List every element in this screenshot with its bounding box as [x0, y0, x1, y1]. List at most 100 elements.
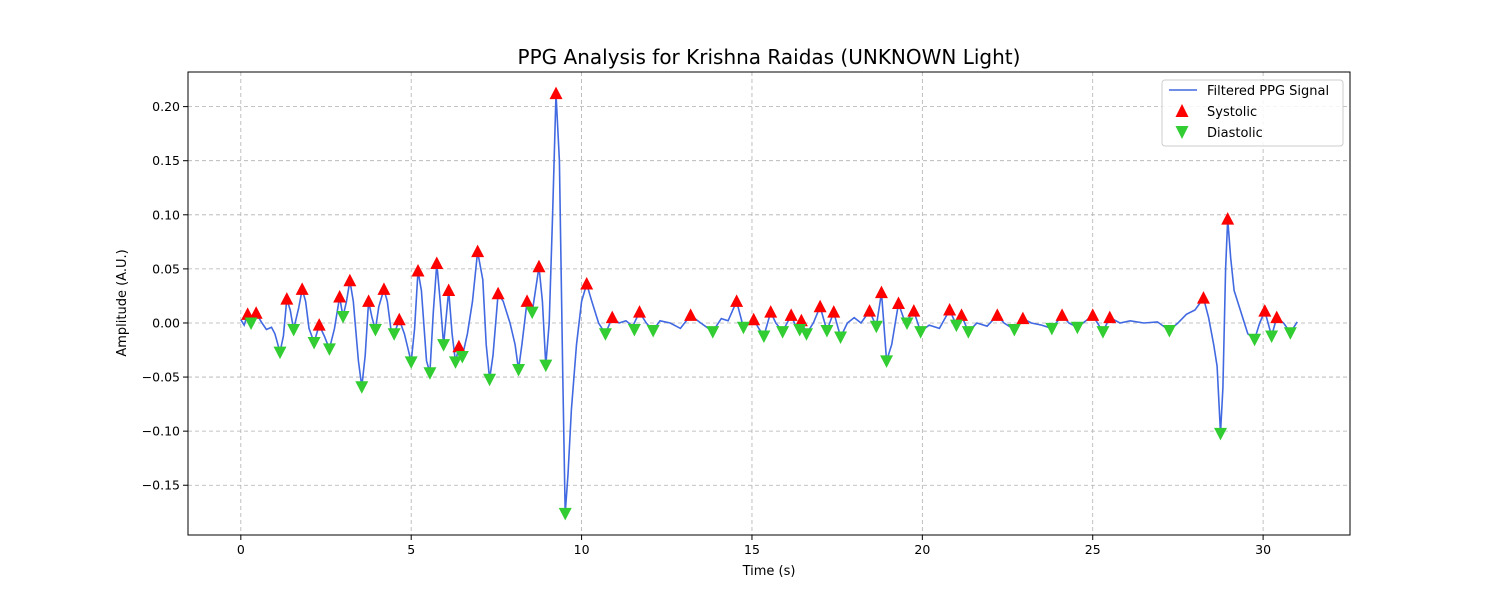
systolic-marker: [813, 299, 827, 313]
systolic-marker: [1055, 308, 1069, 321]
y-tick-label: 0.20: [152, 99, 180, 114]
y-axis-ticks: −0.15 −0.10 −0.05 0.00 0.05 0.10 0.15 0.20: [142, 99, 188, 493]
diastolic-marker: [1283, 327, 1297, 340]
systolic-marker: [827, 305, 841, 318]
diastolic-marker: [512, 363, 526, 377]
diastolic-marker: [558, 507, 572, 521]
systolic-marker: [955, 308, 969, 321]
diastolic-marker: [1007, 323, 1021, 337]
diastolic-marker: [1265, 330, 1279, 343]
systolic-marker: [580, 277, 594, 290]
diastolic-marker: [336, 310, 350, 324]
systolic-marker: [430, 256, 444, 269]
systolic-marker: [1103, 310, 1117, 324]
diastolic-marker: [869, 320, 883, 334]
legend-diastolic-swatch: [1175, 126, 1189, 139]
legend-systolic-swatch: [1175, 104, 1189, 117]
grid-lines: [188, 72, 1350, 535]
diastolic-marker: [1045, 322, 1059, 336]
systolic-marker: [943, 302, 957, 316]
diastolic-marker: [900, 317, 914, 330]
systolic-marker: [312, 318, 326, 331]
systolic-marker: [684, 308, 698, 321]
diastolic-marker: [1162, 325, 1176, 338]
systolic-marker: [491, 286, 505, 300]
systolic-marker: [747, 312, 761, 326]
systolic-marker: [891, 296, 905, 309]
diastolic-marker: [448, 356, 462, 369]
diastolic-marker: [307, 336, 321, 350]
diastolic-marker: [1214, 427, 1228, 441]
diastolic-marker: [437, 339, 451, 352]
y-axis-label: Amplitude (A.U.): [115, 249, 130, 356]
diastolic-marker: [273, 346, 287, 360]
diastolic-marker: [646, 325, 660, 338]
systolic-marker: [1270, 310, 1284, 324]
systolic-marker: [874, 285, 888, 299]
chart-title: PPG Analysis for Krishna Raidas (UNKNOWN…: [518, 45, 1021, 69]
x-tick-label: 10: [574, 542, 590, 557]
x-tick-label: 25: [1085, 542, 1101, 557]
systolic-marker: [392, 312, 406, 326]
diastolic-marker: [525, 306, 539, 320]
systolic-marker: [863, 304, 877, 317]
y-tick-label: 0.00: [152, 315, 180, 330]
diastolic-marker: [949, 319, 963, 333]
systolic-marker: [411, 264, 425, 277]
legend-box: [1161, 79, 1344, 147]
legend-diastolic-label: Diastolic: [1207, 126, 1263, 141]
systolic-markers: [241, 86, 1284, 353]
diastolic-marker: [404, 356, 418, 369]
diastolic-marker: [455, 351, 469, 364]
diastolic-marker: [287, 323, 301, 337]
diastolic-marker: [914, 326, 928, 339]
x-tick-label: 15: [744, 542, 760, 557]
y-tick-label: 0.10: [152, 207, 180, 222]
diastolic-marker: [1248, 333, 1262, 347]
x-tick-label: 0: [237, 542, 245, 557]
y-tick-label: 0.15: [152, 153, 180, 168]
diastolic-marker: [598, 328, 612, 341]
y-tick-label: −0.05: [142, 370, 180, 385]
x-axis-ticks: 0 5 10 15 20 25 30: [237, 535, 1271, 557]
systolic-marker: [1086, 308, 1100, 321]
diastolic-markers: [244, 306, 1297, 521]
x-axis-label: Time (s): [742, 564, 796, 579]
diastolic-marker: [1070, 321, 1084, 335]
diastolic-marker: [368, 323, 382, 337]
systolic-marker: [990, 308, 1004, 321]
systolic-marker: [532, 259, 546, 273]
systolic-marker: [249, 306, 263, 319]
diastolic-marker: [244, 317, 258, 330]
diastolic-marker: [322, 343, 336, 356]
systolic-marker: [1258, 304, 1272, 317]
systolic-marker: [280, 292, 294, 305]
systolic-marker: [1221, 212, 1235, 225]
diastolic-marker: [736, 321, 750, 335]
diastolic-marker: [1096, 326, 1110, 339]
x-tick-label: 5: [407, 542, 415, 557]
systolic-marker: [784, 308, 798, 321]
y-tick-label: −0.15: [142, 478, 180, 493]
x-tick-label: 30: [1255, 542, 1271, 557]
diastolic-marker: [387, 328, 401, 341]
systolic-marker: [452, 339, 466, 353]
y-tick-label: −0.10: [142, 424, 180, 439]
plot-frame: [187, 71, 1351, 536]
diastolic-marker: [423, 367, 437, 380]
x-tick-label: 20: [914, 542, 930, 557]
diastolic-marker: [880, 355, 894, 368]
diastolic-marker: [793, 323, 807, 337]
diastolic-marker: [539, 359, 553, 373]
diastolic-marker: [834, 331, 848, 345]
systolic-marker: [343, 273, 357, 287]
systolic-marker: [633, 305, 647, 318]
systolic-marker: [520, 294, 534, 307]
systolic-marker: [549, 86, 563, 100]
diastolic-marker: [627, 323, 641, 337]
systolic-marker: [333, 290, 347, 303]
legend-signal-label: Filtered PPG Signal: [1207, 84, 1329, 99]
diastolic-marker: [799, 328, 813, 341]
systolic-marker: [442, 283, 456, 297]
